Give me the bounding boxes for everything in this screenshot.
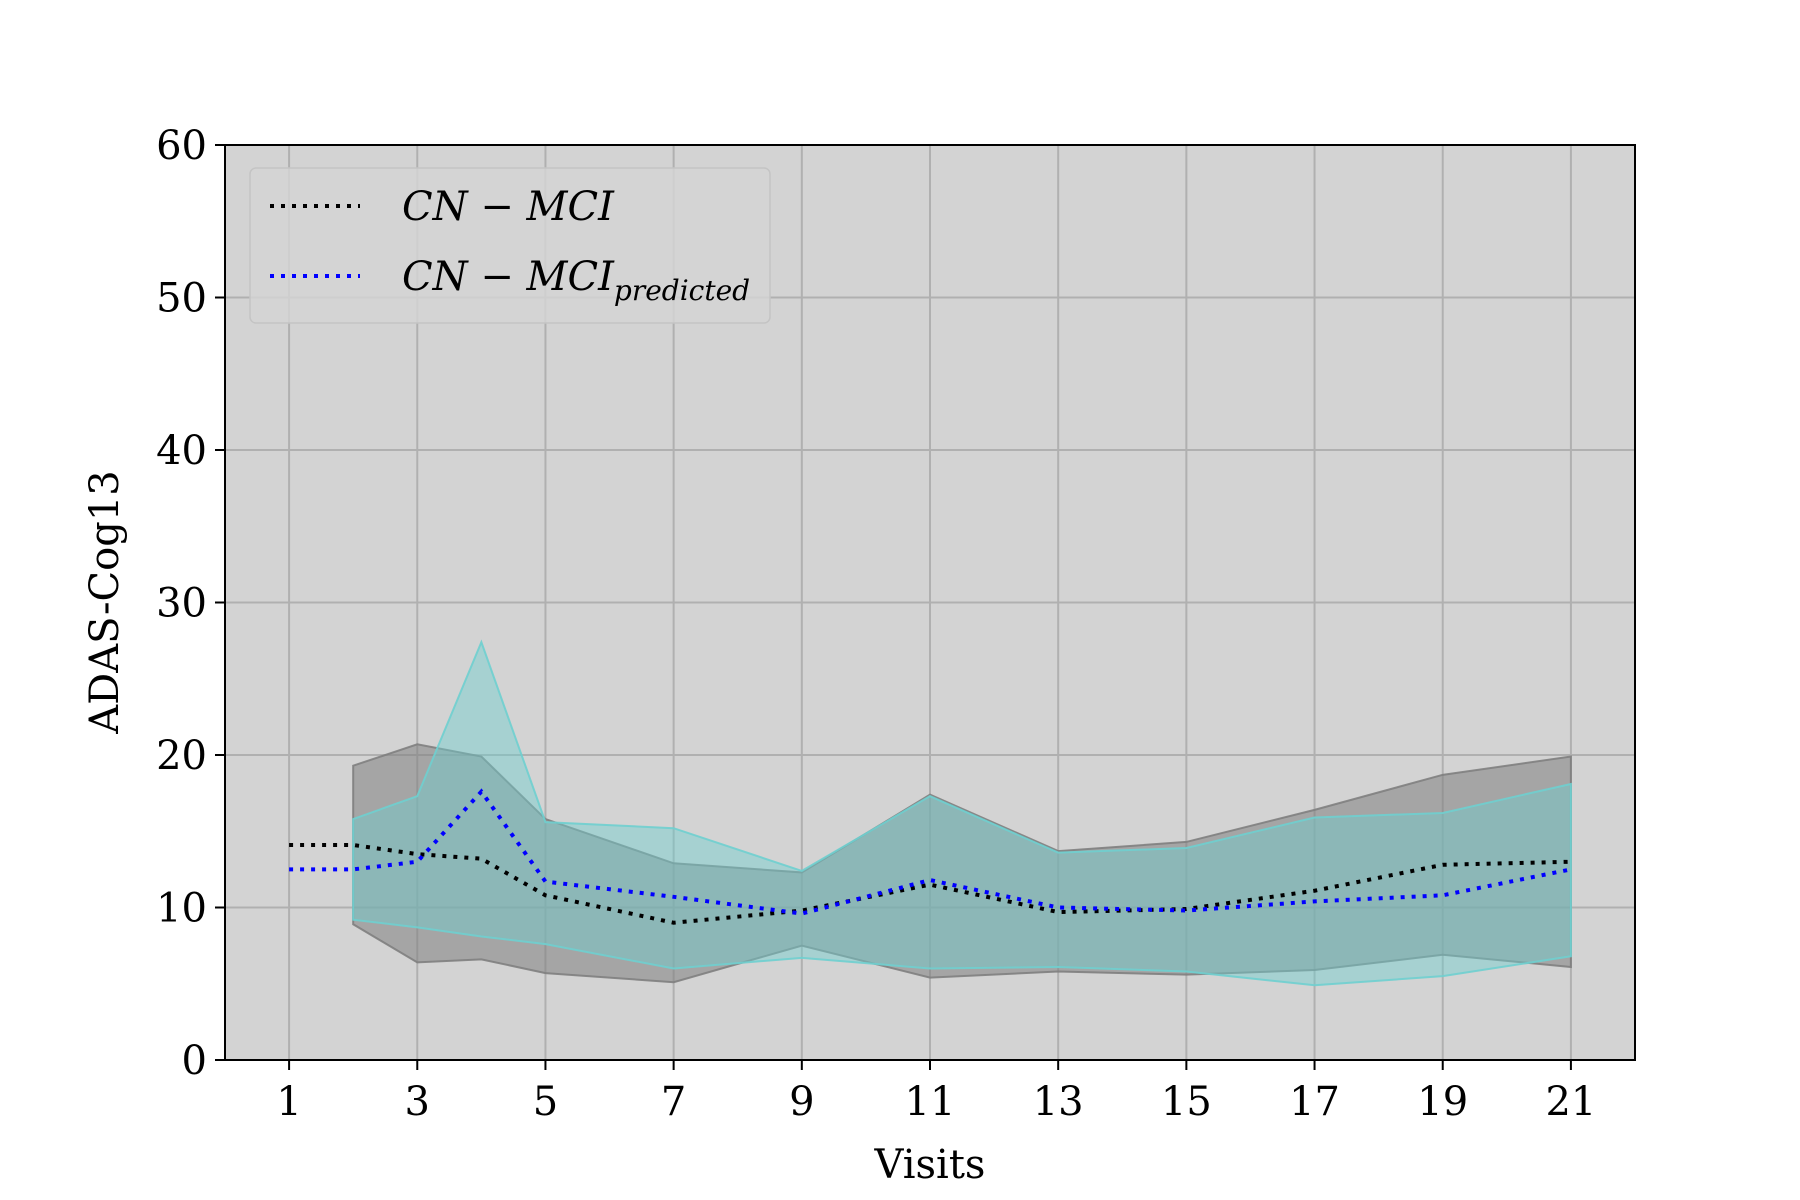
legend-label-actual: CN − MCI: [402, 184, 615, 230]
x-tick-label: 17: [1289, 1079, 1340, 1125]
y-axis-label: ADAS-Cog13: [82, 470, 128, 734]
x-tick-label: 11: [905, 1079, 956, 1125]
band-predicted: [352, 639, 1572, 987]
x-tick-label: 5: [533, 1079, 558, 1125]
x-tick-label: 15: [1161, 1079, 1212, 1125]
x-tick-label: 3: [405, 1079, 430, 1125]
x-axis-label: Visits: [874, 1142, 986, 1188]
series-line-predicted: [289, 788, 1572, 916]
confidence-bands: [352, 639, 1572, 987]
legend-box: [249, 167, 771, 324]
y-tick-label: 60: [156, 123, 207, 169]
x-tick-label: 19: [1417, 1079, 1468, 1125]
y-axis: 0 10 20 30 40 50 60: [156, 123, 225, 1084]
x-tick-label: 7: [661, 1079, 686, 1125]
legend-label-predicted-main: CN − MCI: [402, 254, 615, 300]
y-tick-label: 40: [156, 428, 207, 474]
y-tick-label: 10: [156, 886, 207, 932]
y-tick-label: 30: [156, 581, 207, 627]
x-tick-label: 21: [1545, 1079, 1596, 1125]
series-lines: [289, 788, 1572, 925]
y-tick-label: 20: [156, 733, 207, 779]
x-tick-label: 13: [1033, 1079, 1084, 1125]
series-line-actual: [289, 842, 1571, 925]
y-tick-label: 50: [156, 276, 207, 322]
x-tick-label: 9: [789, 1079, 814, 1125]
y-tick-label: 0: [182, 1038, 207, 1084]
legend-label-predicted: CN − MCIpredicted: [402, 254, 750, 307]
legend-label-predicted-subscript: predicted: [614, 274, 750, 307]
x-axis: 1 3 5 7 9 11 13 15 17 19 21: [276, 1060, 1596, 1125]
legend: CN − MCI CN − MCIpredicted: [249, 167, 771, 324]
band-actual: [352, 743, 1572, 984]
x-tick-label: 1: [276, 1079, 301, 1125]
